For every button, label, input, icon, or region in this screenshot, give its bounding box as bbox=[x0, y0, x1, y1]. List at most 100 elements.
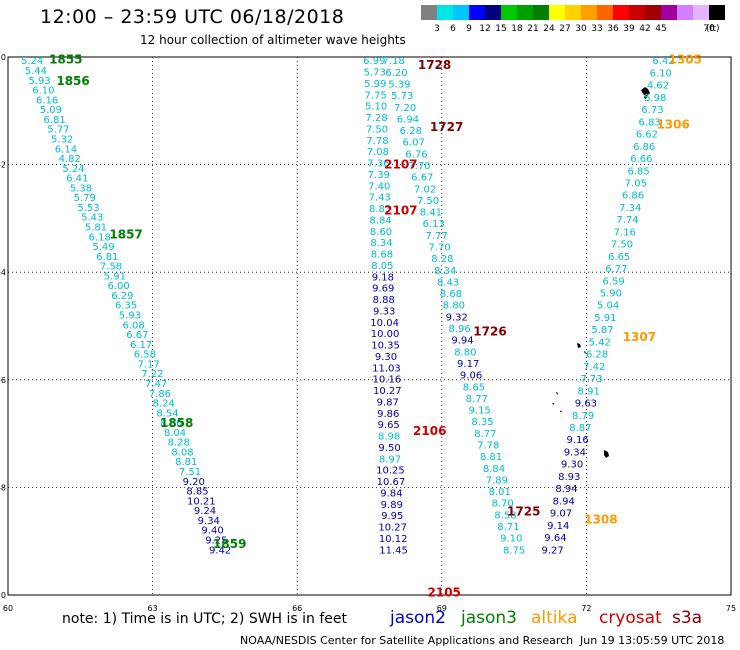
satellite-altika: altika bbox=[531, 608, 578, 628]
wave-height-value: 10.04 bbox=[370, 318, 399, 329]
legend-swatch bbox=[597, 5, 613, 20]
wave-height-value: 9.18 bbox=[372, 272, 394, 283]
legend-swatch bbox=[549, 5, 565, 20]
legend-swatch bbox=[709, 5, 725, 20]
wave-height-value: 6.81 bbox=[96, 252, 118, 263]
wave-height-value: 6.07 bbox=[403, 138, 425, 149]
legend-label: 42 bbox=[639, 24, 651, 34]
pass-label: 1726 bbox=[473, 324, 506, 338]
altimeter-tracks: 5.245.445.936.106.165.096.815.775.326.14… bbox=[21, 56, 675, 556]
legend-swatch bbox=[453, 5, 469, 20]
legend-swatch bbox=[533, 5, 549, 20]
wave-height-value: 6.28 bbox=[586, 350, 608, 361]
legend-label: 18 bbox=[511, 24, 523, 34]
wave-height-value: 5.24 bbox=[21, 56, 43, 67]
wave-height-value: 5.24 bbox=[62, 164, 84, 175]
wave-height-value: 8.79 bbox=[572, 411, 594, 422]
pass-label: 2106 bbox=[413, 424, 446, 438]
wave-height-value: 7.50 bbox=[611, 240, 633, 251]
pass-label: 1855 bbox=[49, 53, 82, 67]
wave-height-value: 6.73 bbox=[641, 105, 663, 116]
x-tick-label: 69 bbox=[437, 604, 447, 613]
wave-height-value: 6.10 bbox=[32, 86, 54, 97]
wave-height-value: 9.84 bbox=[380, 488, 402, 499]
wave-height-value: 9.86 bbox=[377, 409, 399, 420]
satellite-jason3: jason3 bbox=[461, 608, 517, 628]
wave-height-value: 6.67 bbox=[126, 330, 148, 341]
legend-swatch bbox=[501, 5, 517, 20]
wave-height-value: 8.94 bbox=[555, 484, 577, 495]
wave-height-value: 9.06 bbox=[460, 371, 482, 382]
y-tick-label: -4 bbox=[0, 268, 6, 277]
wave-height-value: 9.50 bbox=[378, 443, 400, 454]
y-tick-label: 0 bbox=[1, 53, 6, 62]
wave-height-value: 9.64 bbox=[544, 533, 566, 544]
legend-swatch bbox=[693, 5, 709, 20]
pass-label: 2107 bbox=[384, 158, 417, 172]
wave-height-value: 9.42 bbox=[209, 545, 231, 556]
wave-height-value: 8.87 bbox=[569, 423, 591, 434]
wave-height-value: 5.91 bbox=[594, 313, 616, 324]
wave-height-value: 10.67 bbox=[377, 477, 406, 488]
wave-height-value: 8.68 bbox=[371, 250, 393, 261]
wave-height-value: 7.36 bbox=[367, 159, 389, 170]
wave-height-value: 9.94 bbox=[451, 336, 473, 347]
wave-height-value: 9.95 bbox=[381, 511, 403, 522]
legend-label: 39 bbox=[623, 24, 635, 34]
wave-height-value: 7.42 bbox=[583, 362, 605, 373]
wave-height-value: 5.38 bbox=[70, 183, 92, 194]
wave-height-value: 6.13 bbox=[423, 219, 445, 230]
wave-height-value: 5.87 bbox=[591, 325, 613, 336]
wave-height-value: 8.91 bbox=[578, 386, 600, 397]
legend-label: 9 bbox=[466, 24, 472, 34]
wave-height-value: 8.98 bbox=[378, 432, 400, 443]
wave-height-value: 6.20 bbox=[385, 68, 407, 79]
legend-label: 45 bbox=[655, 24, 667, 34]
satellite-cryosat: cryosat bbox=[599, 608, 662, 628]
wave-height-value: 7.89 bbox=[486, 475, 508, 486]
wave-height-value: 7.50 bbox=[417, 196, 439, 207]
wave-height-value: 8.77 bbox=[466, 394, 488, 405]
wave-height-value: 9.40 bbox=[201, 526, 223, 537]
wave-height-value: 6.08 bbox=[122, 320, 144, 331]
wave-height-value: 5.99 bbox=[364, 79, 386, 90]
wave-height-value: 6.86 bbox=[633, 142, 655, 153]
wave-height-value: 7.17 bbox=[138, 359, 160, 370]
legend-swatch bbox=[645, 5, 661, 20]
wave-height-value: 9.65 bbox=[378, 420, 400, 431]
wave-height-value: 10.27 bbox=[373, 386, 402, 397]
wave-height-value: 9.17 bbox=[457, 359, 479, 370]
wave-height-value: 5.91 bbox=[104, 271, 126, 282]
legend-swatch bbox=[629, 5, 645, 20]
wave-height-value: 8.70 bbox=[491, 499, 513, 510]
wave-height-value: 9.34 bbox=[564, 447, 586, 458]
wave-height-value: 5.93 bbox=[28, 76, 50, 87]
wave-height-value: 6.58 bbox=[134, 350, 156, 361]
wave-height-value: 7.51 bbox=[179, 467, 201, 478]
pass-label: 1728 bbox=[418, 58, 451, 72]
wave-height-value: 5.53 bbox=[77, 203, 99, 214]
wave-height-value: 5.93 bbox=[119, 311, 141, 322]
track: 6.995.735.997.755.107.287.507.787.087.36… bbox=[363, 56, 408, 556]
legend-label: 24 bbox=[543, 24, 555, 34]
wave-height-value: 8.05 bbox=[371, 261, 393, 272]
wave-height-value: 8.97 bbox=[379, 454, 401, 465]
pass-label: 1859 bbox=[213, 537, 246, 551]
wave-height-value: 9.34 bbox=[198, 516, 220, 527]
wave-height-value: 7.75 bbox=[365, 90, 387, 101]
wave-height-value: 8.54 bbox=[156, 408, 178, 419]
wave-height-value: 6.86 bbox=[622, 191, 644, 202]
wave-height-value: 8.96 bbox=[448, 324, 470, 335]
wave-height-value: 9.89 bbox=[381, 500, 403, 511]
wave-height-value: 8.81 bbox=[175, 457, 197, 468]
pass-label: 1306 bbox=[656, 117, 689, 131]
wave-height-value: 9.63 bbox=[575, 399, 597, 410]
wave-height-value: 8.71 bbox=[497, 522, 519, 533]
wave-height-value: 9.30 bbox=[561, 460, 583, 471]
map-title: 12:00 – 23:59 UTC 06/18/2018 bbox=[40, 6, 345, 28]
wave-height-value: 7.50 bbox=[366, 124, 388, 135]
legend-swatch bbox=[469, 5, 485, 20]
axis-ticks: 60 63 66 69 72 75 0 -2 -4 -6 -8 -10 bbox=[0, 53, 736, 613]
x-tick-label: 72 bbox=[581, 604, 591, 613]
